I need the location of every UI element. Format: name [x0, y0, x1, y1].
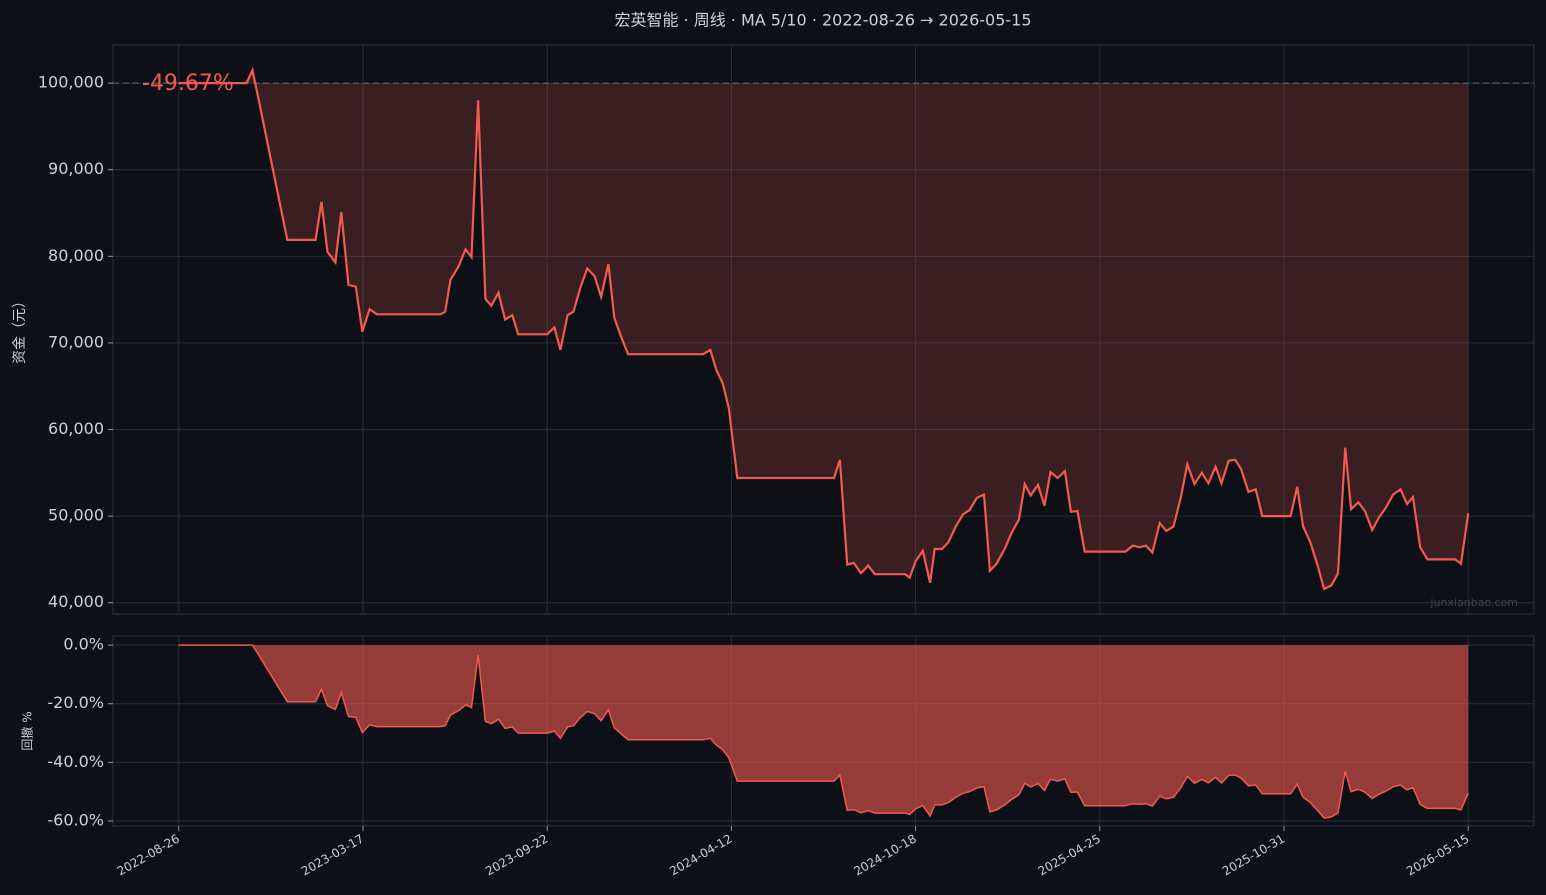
x-tick-label: 2024-04-12 [667, 832, 734, 879]
drawdown-area [178, 645, 1469, 819]
x-tick-label: 2023-03-17 [299, 832, 366, 879]
y-tick-label: -40.0% [47, 752, 104, 771]
chart-title: 宏英智能 · 周线 · MA 5/10 · 2022-08-26 → 2026-… [614, 11, 1031, 30]
x-tick-label: 2024-10-18 [851, 832, 918, 879]
y-tick-label: 70,000 [48, 332, 104, 351]
watermark: junxianbao.com [1429, 596, 1518, 609]
x-tick-label: 2025-04-25 [1036, 832, 1103, 879]
drawdown-area [178, 70, 1469, 589]
plot-frame [112, 44, 1535, 615]
x-tick-label: 2023-09-22 [483, 832, 550, 879]
x-tick-label: 2022-08-26 [115, 832, 182, 879]
drawdown-line [178, 644, 1469, 819]
y-axis-label: 资金（元） [12, 294, 28, 364]
y-tick-label: -20.0% [47, 693, 104, 712]
equity-line [178, 66, 1470, 591]
y-tick-label: 0.0% [63, 635, 104, 654]
x-tick-label: 2026-05-15 [1404, 832, 1471, 879]
return-annotation: -49.67% [142, 71, 234, 96]
x-tick-label: 2025-10-31 [1220, 832, 1287, 879]
y-tick-label: -60.0% [47, 811, 104, 830]
y-tick-label: 80,000 [48, 246, 104, 265]
y-tick-label: 50,000 [48, 506, 104, 525]
y-tick-label: 100,000 [38, 73, 104, 92]
y-tick-label: 60,000 [48, 419, 104, 438]
plot-frame [112, 635, 1535, 827]
y-axis-label: 回撤 % [20, 711, 35, 750]
y-tick-label: 40,000 [48, 592, 104, 611]
y-tick-label: 90,000 [48, 159, 104, 178]
